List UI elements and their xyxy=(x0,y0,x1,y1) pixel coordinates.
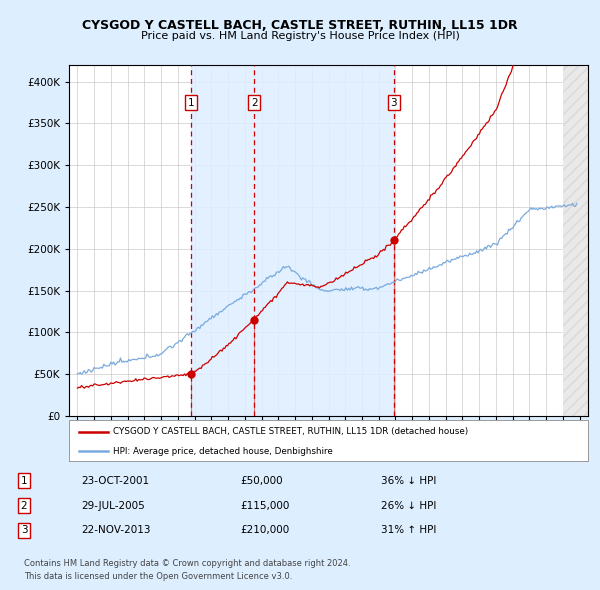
Text: 1: 1 xyxy=(188,97,194,107)
Text: 29-JUL-2005: 29-JUL-2005 xyxy=(81,501,145,510)
Text: £210,000: £210,000 xyxy=(240,526,289,535)
Text: 26% ↓ HPI: 26% ↓ HPI xyxy=(381,501,436,510)
Text: 31% ↑ HPI: 31% ↑ HPI xyxy=(381,526,436,535)
Text: Price paid vs. HM Land Registry's House Price Index (HPI): Price paid vs. HM Land Registry's House … xyxy=(140,31,460,41)
Text: £115,000: £115,000 xyxy=(240,501,289,510)
Text: HPI: Average price, detached house, Denbighshire: HPI: Average price, detached house, Denb… xyxy=(113,447,333,455)
Text: CYSGOD Y CASTELL BACH, CASTLE STREET, RUTHIN, LL15 1DR: CYSGOD Y CASTELL BACH, CASTLE STREET, RU… xyxy=(82,19,518,32)
Text: 23-OCT-2001: 23-OCT-2001 xyxy=(81,476,149,486)
Text: CYSGOD Y CASTELL BACH, CASTLE STREET, RUTHIN, LL15 1DR (detached house): CYSGOD Y CASTELL BACH, CASTLE STREET, RU… xyxy=(113,427,469,436)
Text: 36% ↓ HPI: 36% ↓ HPI xyxy=(381,476,436,486)
Text: £50,000: £50,000 xyxy=(240,476,283,486)
Text: 22-NOV-2013: 22-NOV-2013 xyxy=(81,526,151,535)
Text: Contains HM Land Registry data © Crown copyright and database right 2024.: Contains HM Land Registry data © Crown c… xyxy=(24,559,350,568)
Text: This data is licensed under the Open Government Licence v3.0.: This data is licensed under the Open Gov… xyxy=(24,572,292,581)
Bar xyxy=(563,65,588,416)
Text: 2: 2 xyxy=(20,501,28,510)
Text: 1: 1 xyxy=(20,476,28,486)
Text: 3: 3 xyxy=(20,526,28,535)
Text: 3: 3 xyxy=(391,97,397,107)
Text: 2: 2 xyxy=(251,97,257,107)
Bar xyxy=(563,65,588,416)
Bar xyxy=(191,65,394,416)
